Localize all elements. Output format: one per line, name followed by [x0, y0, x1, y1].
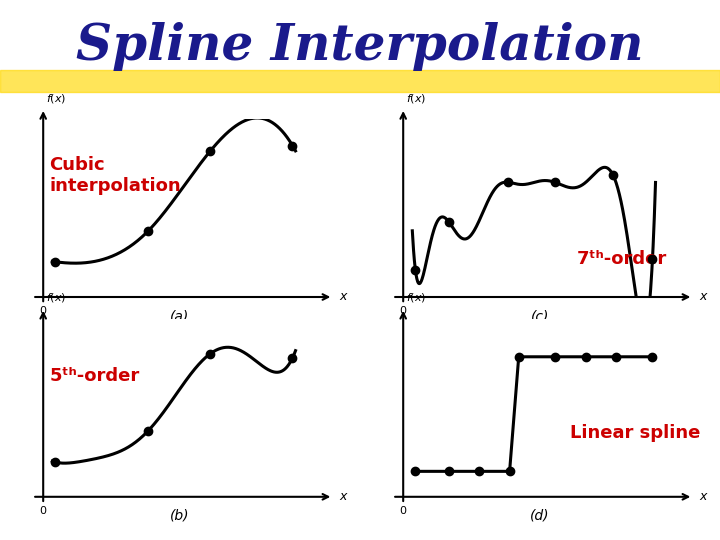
Text: $x$: $x$: [698, 490, 708, 503]
Text: $x$: $x$: [338, 291, 348, 303]
Text: $x$: $x$: [338, 490, 348, 503]
Text: $f(x)$: $f(x)$: [406, 92, 426, 105]
Text: (d): (d): [530, 509, 550, 523]
Text: $0$: $0$: [399, 304, 408, 316]
Text: $0$: $0$: [39, 304, 48, 316]
Bar: [0, 70, 720, 92]
Text: (c): (c): [531, 309, 549, 323]
Text: (b): (b): [170, 509, 190, 523]
Text: $0$: $0$: [39, 504, 48, 516]
Text: Spline Interpolation: Spline Interpolation: [76, 22, 644, 71]
Text: Cubic
interpolation: Cubic interpolation: [49, 157, 181, 195]
Text: $f(x)$: $f(x)$: [46, 92, 66, 105]
Text: $0$: $0$: [399, 504, 408, 516]
Text: 5ᵗʰ-order: 5ᵗʰ-order: [49, 367, 140, 384]
Text: (a): (a): [171, 309, 189, 323]
Text: $f(x)$: $f(x)$: [406, 292, 426, 305]
Text: 7ᵗʰ-order: 7ᵗʰ-order: [577, 250, 667, 268]
Text: Linear spline: Linear spline: [570, 424, 701, 442]
Text: $f(x)$: $f(x)$: [46, 292, 66, 305]
Text: $x$: $x$: [698, 291, 708, 303]
